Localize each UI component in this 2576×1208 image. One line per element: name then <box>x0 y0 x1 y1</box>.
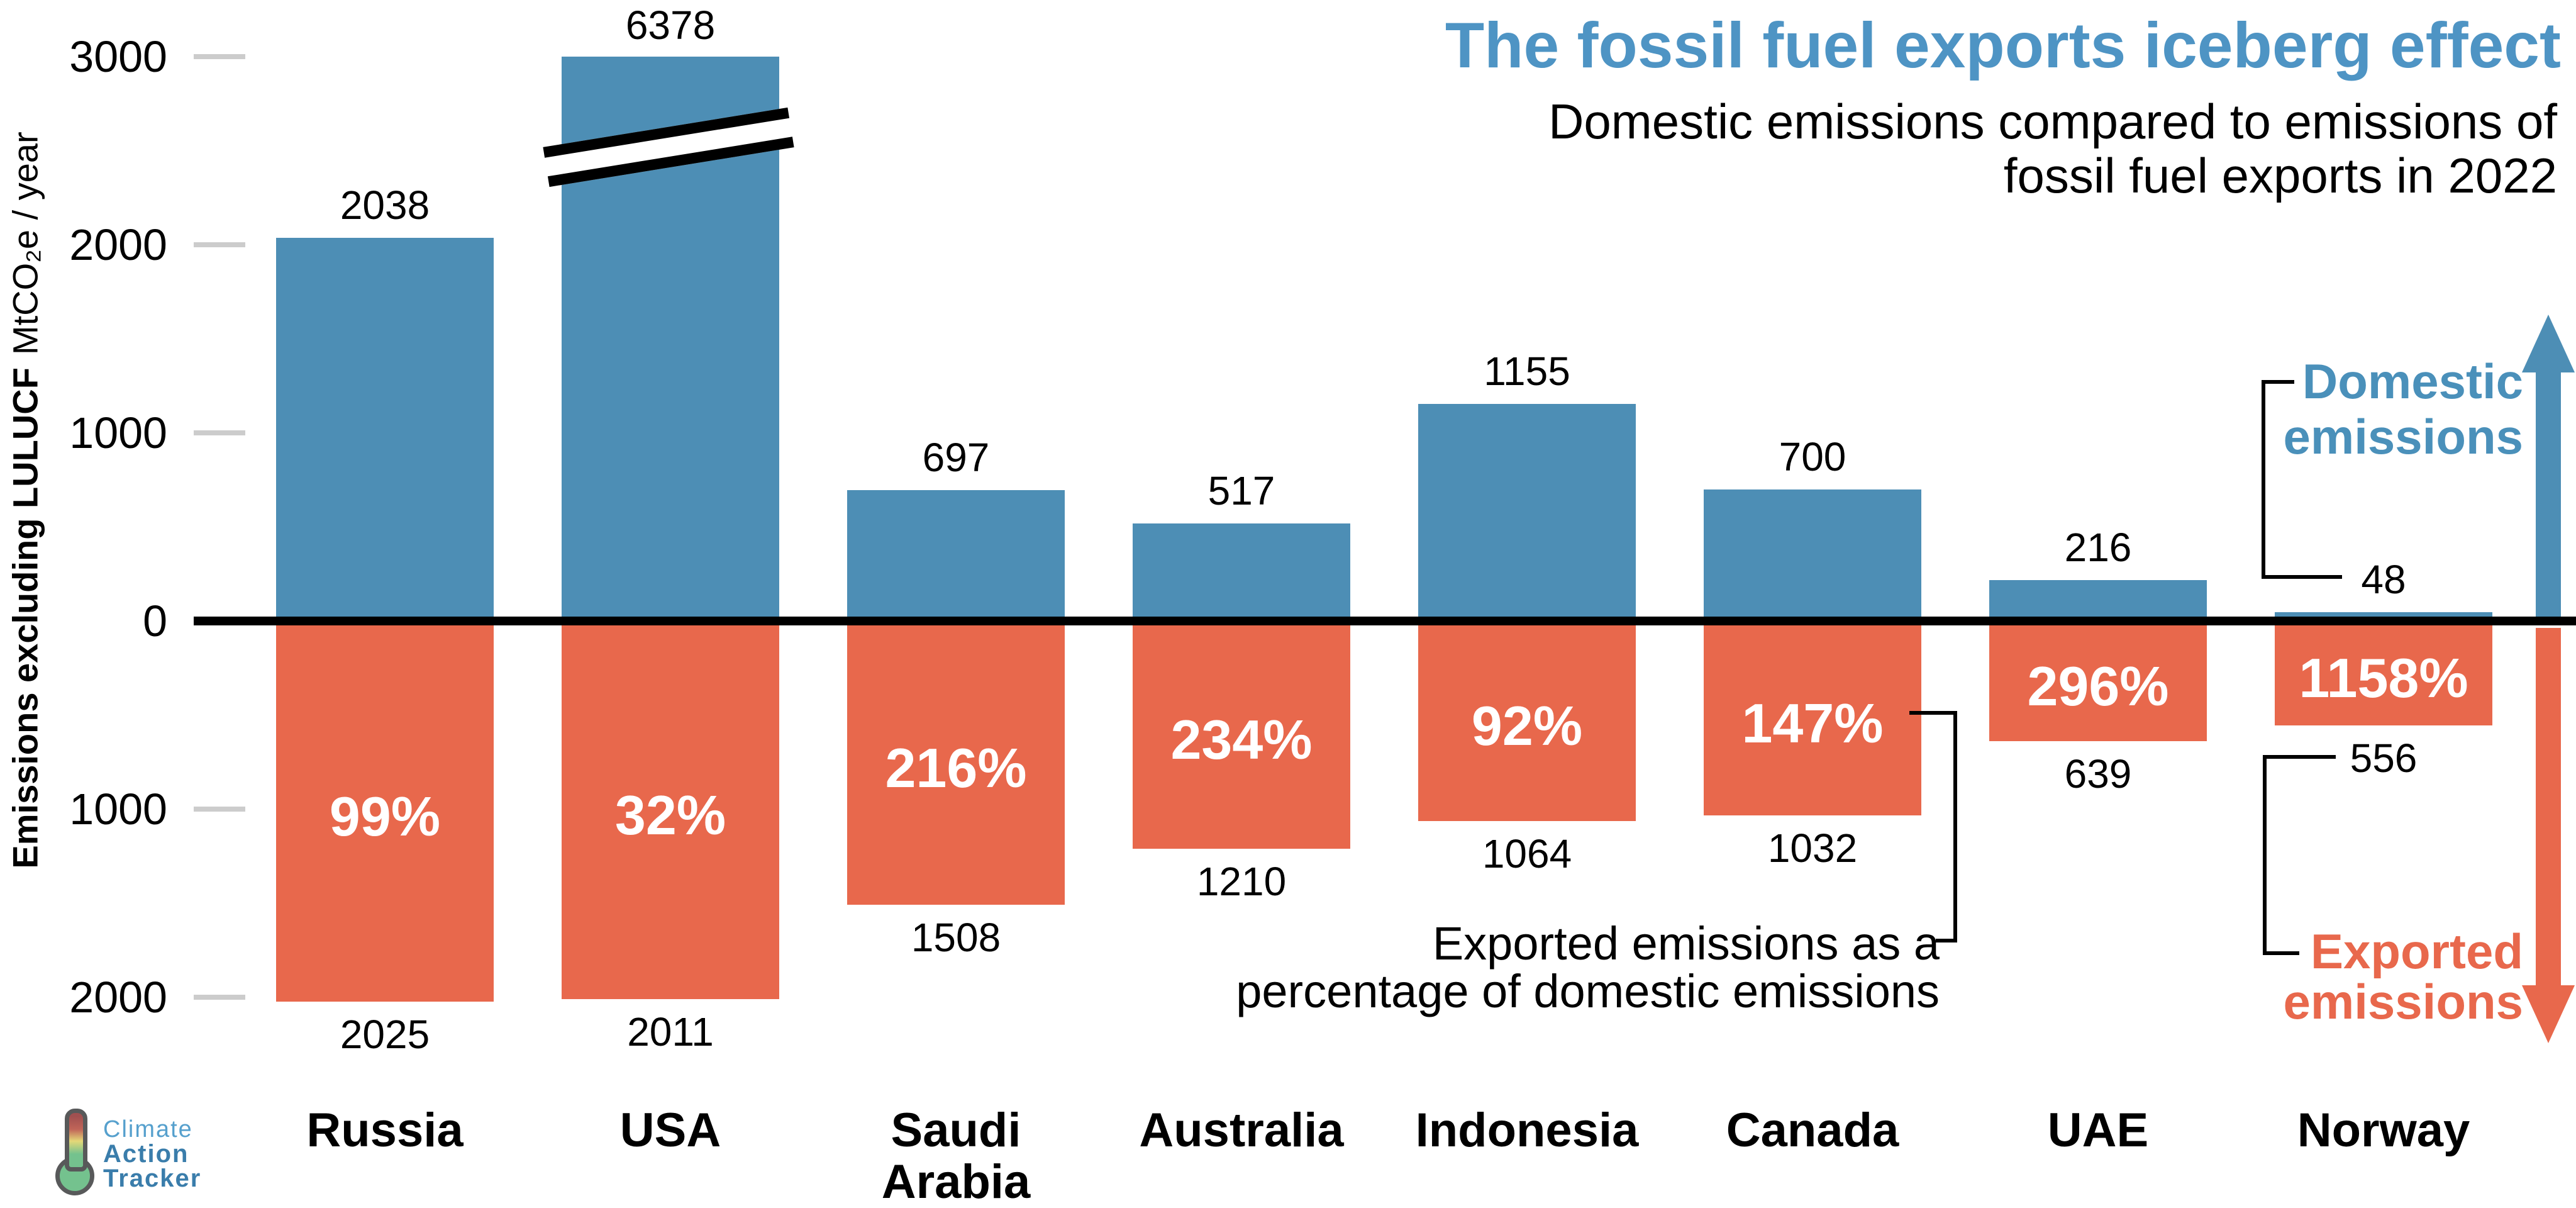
domestic-bar-canada <box>1704 489 1921 621</box>
domestic-value-canada: 700 <box>1779 434 1846 479</box>
y-tick-mark <box>194 430 245 435</box>
zero-axis-line <box>194 617 2576 625</box>
logo-word-action: Action <box>103 1140 189 1168</box>
export-percent-australia: 234% <box>1170 708 1313 771</box>
domestic-value-russia: 2038 <box>340 182 430 228</box>
domestic-bracket-bottom <box>2262 575 2342 579</box>
exported-bracket-top <box>2263 755 2336 759</box>
export-percent-canada: 147% <box>1741 691 1884 754</box>
domestic-value-usa: 6378 <box>625 3 716 48</box>
y-tick-label: 0 <box>143 596 167 646</box>
domestic-bar-indonesia <box>1418 404 1636 621</box>
category-label-saudi-arabia: Saudi Arabia <box>881 1104 1031 1208</box>
export-percent-usa: 32% <box>614 783 726 846</box>
logo-wordmark: Climate Action Tracker <box>103 1116 202 1192</box>
domestic-value-saudi-arabia: 697 <box>922 435 990 480</box>
y-axis-title-text: Emissions excluding LULUCF MtCO₂e / year <box>5 131 46 868</box>
category-label-australia: Australia <box>1139 1104 1344 1157</box>
export-percent-indonesia: 92% <box>1471 695 1583 757</box>
exported-bar-uae <box>1989 621 2207 741</box>
category-label-canada: Canada <box>1726 1104 1899 1157</box>
percentage-annotation: Exported emissions as a percentage of do… <box>1236 920 1940 1015</box>
exported-bar-norway <box>2275 621 2492 725</box>
y-tick-mark <box>194 807 245 812</box>
y-tick-label: 3000 <box>69 32 167 81</box>
exported-value-canada: 1032 <box>1767 825 1858 871</box>
domestic-bracket-vertical <box>2262 380 2265 579</box>
category-label-uae: UAE <box>2047 1104 2149 1157</box>
annotation-connector-horizontal <box>1909 711 1957 715</box>
annotation-connector-vertical <box>1953 711 1957 942</box>
domestic-bar-uae <box>1989 580 2207 621</box>
y-axis-title-bold: Emissions excluding LULUCF <box>5 367 45 869</box>
export-percent-saudi-arabia: 216% <box>885 736 1027 799</box>
domestic-value-indonesia: 1155 <box>1484 349 1570 394</box>
domestic-value-uae: 216 <box>2064 525 2132 570</box>
thermometer-tube-icon <box>65 1109 87 1172</box>
y-tick-label: 2000 <box>69 220 167 269</box>
y-tick-label: 1000 <box>69 408 167 457</box>
percentage-annotation-line1: Exported emissions as a <box>1432 917 1940 970</box>
annotation-connector-tick <box>1936 939 1957 942</box>
domestic-value-norway: 48 <box>2361 557 2406 602</box>
domestic-arrow-shape <box>2522 315 2575 622</box>
exported-value-usa: 2011 <box>627 1009 714 1054</box>
legend-domestic-label: Domestic emissions <box>2283 354 2523 464</box>
exported-bar-usa <box>562 621 779 999</box>
percentage-annotation-line2: percentage of domestic emissions <box>1236 965 1940 1017</box>
exported-value-saudi-arabia: 1508 <box>911 915 1001 960</box>
domestic-arrow-up-icon <box>2522 315 2575 622</box>
exported-bar-australia <box>1133 621 1350 849</box>
category-label-russia: Russia <box>306 1104 464 1157</box>
y-tick-mark <box>194 242 245 247</box>
chart-subtitle: Domestic emissions compared to emissions… <box>1548 94 2557 203</box>
exported-value-australia: 1210 <box>1196 859 1287 904</box>
logo-word-tracker: Tracker <box>103 1165 202 1192</box>
exported-value-indonesia: 1064 <box>1482 831 1572 876</box>
exported-bar-canada <box>1704 621 1921 815</box>
category-label-usa: USA <box>619 1104 721 1157</box>
exported-arrow-shape <box>2522 628 2575 1043</box>
export-percent-uae: 296% <box>2027 654 2169 717</box>
exported-bar-indonesia <box>1418 621 1636 821</box>
chart-subtitle-line2: fossil fuel exports in 2022 <box>2003 148 2557 203</box>
logo-word-climate: Climate <box>103 1116 193 1143</box>
chart-subtitle-line1: Domestic emissions compared to emissions… <box>1548 94 2557 149</box>
exported-value-norway: 556 <box>2350 735 2418 781</box>
exported-bracket-bottom <box>2263 951 2299 955</box>
export-percent-russia: 99% <box>329 785 441 847</box>
exported-arrow-down-icon <box>2522 628 2575 1043</box>
y-tick-mark <box>194 54 245 59</box>
category-label-norway: Norway <box>2297 1104 2470 1157</box>
climate-action-tracker-logo: Climate Action Tracker <box>54 1109 356 1203</box>
y-axis-title-units: MtCO₂e / year <box>5 131 45 355</box>
domestic-bar-australia <box>1133 523 1350 621</box>
domestic-bracket-top <box>2262 380 2294 384</box>
export-percent-norway: 1158% <box>2299 647 2468 709</box>
exported-value-uae: 639 <box>2064 751 2132 797</box>
page-title: The fossil fuel exports iceberg effect <box>1445 9 2561 81</box>
domestic-value-australia: 517 <box>1208 468 1275 513</box>
domestic-bar-saudi-arabia <box>847 490 1065 621</box>
legend-exported-label: Exported emissions <box>2283 924 2523 1029</box>
y-tick-label: 2000 <box>69 973 167 1022</box>
y-tick-label: 1000 <box>69 785 167 834</box>
exported-bracket-vertical <box>2263 755 2267 955</box>
y-tick-mark <box>194 995 245 1000</box>
category-label-indonesia: Indonesia <box>1415 1104 1639 1157</box>
exported-bar-saudi-arabia <box>847 621 1065 905</box>
exported-bar-russia <box>276 621 494 1002</box>
exported-value-russia: 2025 <box>340 1012 430 1057</box>
domestic-bar-russia <box>276 238 494 621</box>
